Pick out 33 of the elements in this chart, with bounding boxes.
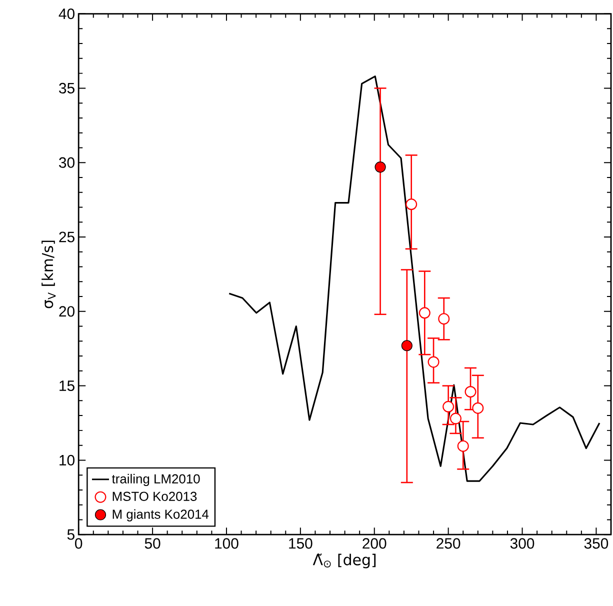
y-tick-label: 35	[59, 82, 74, 94]
x-axis-title: Λ̃$_{⊙}$ [deg]	[312, 554, 376, 568]
y-tick-label: 40	[58, 8, 74, 20]
point	[442, 400, 454, 412]
point	[438, 313, 450, 325]
x-tick-label: 300	[510, 538, 534, 549]
y-tick-label: 20	[59, 306, 74, 317]
point	[401, 340, 412, 352]
y-tick-label: 5	[67, 529, 74, 540]
point	[406, 198, 418, 210]
legend-label: trailing LM2010	[112, 474, 200, 486]
x-tick-label: 200	[362, 538, 386, 549]
legend-label: M giants Ko2014	[112, 509, 209, 522]
y-tick-label: 10	[60, 454, 74, 466]
x-tick-label: 0	[75, 538, 82, 549]
point	[457, 440, 469, 452]
point	[418, 307, 430, 319]
x-tick-label: 250	[436, 538, 460, 549]
x-tick-label: 100	[215, 538, 238, 549]
y-tick-label: 15	[60, 380, 74, 392]
y-tick-label: 30	[59, 157, 74, 168]
point	[450, 412, 462, 424]
x-tick-label: 350	[584, 538, 608, 549]
y-axis-title: σ$_{V}$ [km/s]	[42, 240, 56, 308]
x-tick-label: 50	[144, 538, 160, 549]
y-tick-label: 25	[59, 232, 74, 242]
point	[472, 402, 484, 414]
point	[374, 162, 386, 173]
point	[428, 356, 440, 368]
point	[464, 386, 476, 398]
x-tick-label: 150	[289, 538, 312, 549]
legend-label: MSTO Ko2013	[112, 492, 197, 501]
line-series	[228, 75, 600, 482]
